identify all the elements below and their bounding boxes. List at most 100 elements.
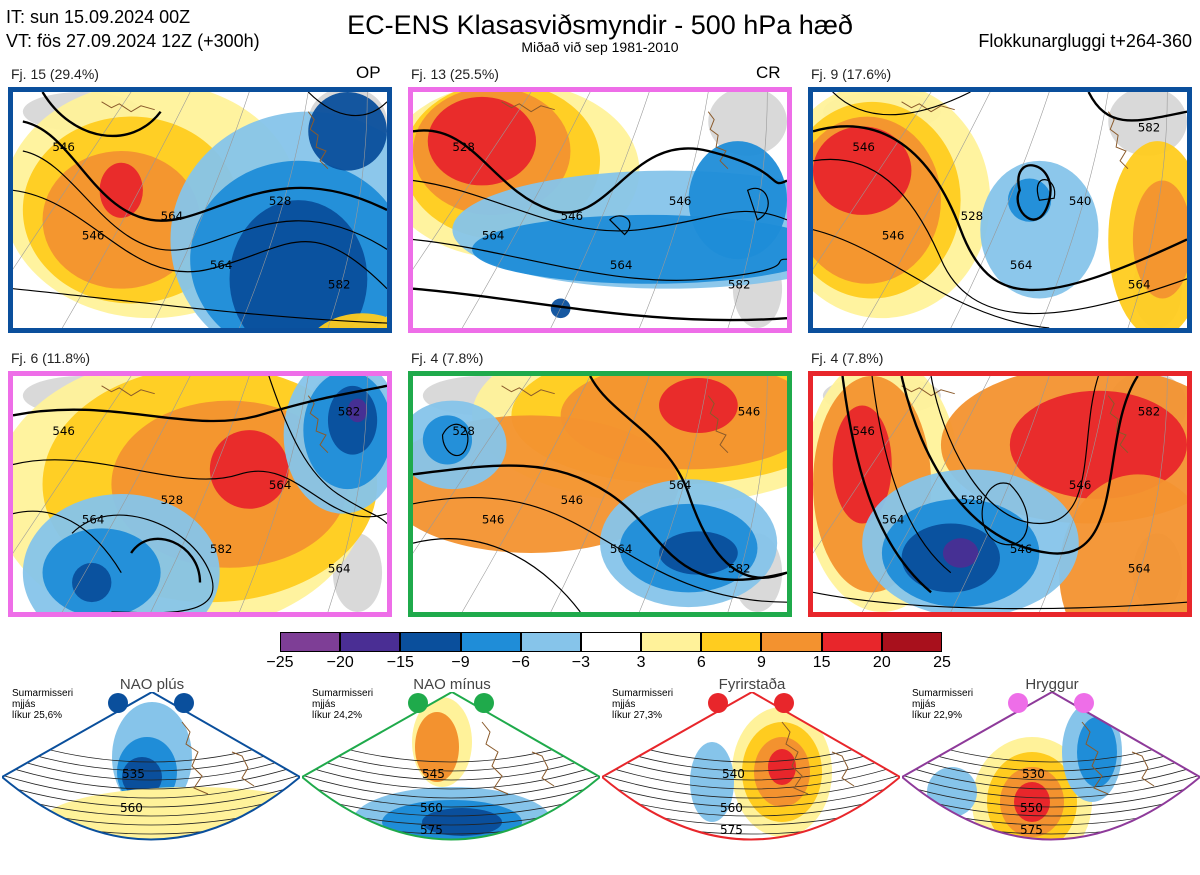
anomaly-area [427,96,537,186]
graticule-line [1039,92,1109,328]
graticule-line [727,92,768,328]
contour-label: 528 [452,140,475,154]
cluster-map: 546 528 540 546 564 564 582 [813,92,1187,328]
height-contour [1036,179,1056,201]
colorbar-segment [641,632,702,652]
colorbar-segment [340,632,401,652]
anomaly-area [99,162,143,218]
contour-label: 564 [610,542,633,556]
contour-label: 582 [1138,120,1161,134]
regime-contour-label: 575 [720,823,743,837]
cluster-label: Fj. 9 (17.6%) [811,66,892,82]
regime-dot [1074,693,1094,713]
contour-label: 546 [852,140,875,154]
colorbar-segment [881,632,942,652]
contour-label: 546 [669,194,692,208]
regime-dot [474,693,494,713]
regime-fan-outline [900,690,1200,841]
regime-contour [902,761,1200,790]
regime-contour-label: 575 [420,823,443,837]
height-contour [71,514,214,612]
regime-anomaly-area [1077,717,1117,787]
coastline [501,385,729,454]
graticule-line [861,376,991,612]
regime-contour [2,842,300,861]
height-contour [13,189,387,290]
colorbar-segment [761,632,822,652]
height-contour [268,376,387,524]
graticule-line [61,376,191,612]
regime-anomaly-area [690,742,734,822]
height-contour [832,92,971,116]
contour-label: 546 [738,404,761,418]
regime-dot [1008,693,1028,713]
regime-contour-label: 545 [422,767,445,781]
anomaly-area [659,377,738,434]
cluster-map-panel: 528 546 564 546 564 582 546 [408,371,792,617]
graticule-line [327,376,368,612]
contour-label: 528 [961,493,984,507]
cluster-map-panel: 546 528 540 546 564 564 582 [808,87,1192,333]
coastline [901,385,1129,454]
graticule-line [239,92,309,328]
regime-name: NAO plús [119,676,185,693]
regime-contour [902,781,1200,808]
height-contour [981,482,1029,546]
colorbar-segment [460,632,521,652]
contour-label: 564 [82,513,105,527]
anomaly-area [72,562,112,603]
colorbar-tick-label: −9 [451,654,470,671]
contour-label: 564 [610,258,633,272]
contour-label: 546 [82,229,105,243]
height-contour [813,591,1187,610]
height-contour [609,215,631,236]
colorbar-tick-label: −25 [266,654,294,671]
regime-contour [2,751,300,781]
graticule-line [239,376,309,612]
contour-label: 582 [210,542,233,556]
anomaly-area [229,200,368,328]
regime-contour-label: 575 [1020,823,1043,837]
regime-contour [302,751,600,781]
regime-fan-outline [300,690,602,841]
regime-probability: Sumarmisseri mjjás líkur 27,3% [612,688,674,721]
graticule-line [639,376,709,612]
regime-contour [2,771,300,799]
regime-contour [602,781,900,808]
regime-probability: Sumarmisseri mjjás líkur 25,6% [12,688,74,721]
height-contour [930,376,1099,525]
regime-fan: 545 560 575 [300,690,602,870]
contour-label: 582 [328,278,351,292]
regime-coastline [481,721,555,795]
cluster-label: Fj. 4 (7.8%) [811,350,884,366]
cluster-map-panel: 546 528 564 564 582 564 582 [8,371,392,617]
cluster-map: 546 528 564 564 582 564 582 [13,376,387,612]
height-contour [1016,164,1052,221]
regime-contour [602,761,900,790]
regime-fan: 530 550 575 [900,690,1200,870]
colorbar-segment [520,632,581,652]
contour-label: 564 [1128,278,1151,292]
height-contour [813,158,1187,315]
regime-probability: Sumarmisseri mjjás líkur 22,9% [912,688,974,721]
regime-contour [902,842,1200,861]
contour-label: 582 [728,562,751,576]
height-contour [22,120,387,222]
coastline [901,101,1129,170]
regime-probability: Sumarmisseri mjjás líkur 24,2% [312,688,374,721]
contour-label: 546 [52,424,75,438]
regime-contour-label: 560 [720,801,743,815]
contour-label: 582 [338,404,361,418]
anomaly-area [813,126,912,215]
cluster-map: 528 546 546 564 564 582 [413,92,787,328]
colorbar-tick-label: 25 [933,654,951,671]
graticule-line [1127,92,1168,328]
contour-label: 564 [328,562,351,576]
cluster-label: Fj. 6 (11.8%) [11,350,91,366]
colorbar-segment [400,632,461,652]
regime-contour [602,751,900,781]
regime-contour [2,761,300,790]
regime-contour [2,781,300,808]
regime-contour-label: 540 [722,767,745,781]
regime-anomaly-area [415,712,459,782]
